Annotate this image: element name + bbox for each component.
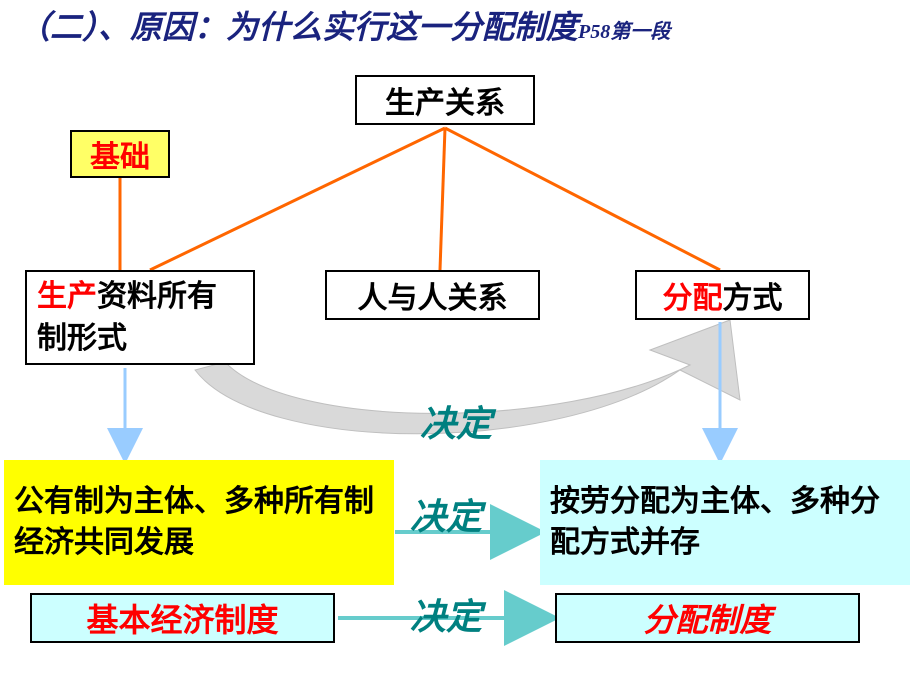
node-botleft-label: 基本经济制度 (86, 595, 278, 641)
node-right-rest: 方式 (723, 282, 783, 315)
title-sub: P58第一段 (578, 21, 670, 43)
node-mid-label: 人与人关系 (358, 273, 508, 317)
node-left-red: 生产 (37, 280, 97, 313)
node-top-label: 生产关系 (385, 78, 505, 122)
label-decide-3: 决定 (410, 588, 482, 640)
node-people-relations: 人与人关系 (325, 270, 540, 320)
node-means-of-production: 生产资料所有制形式 (25, 270, 255, 365)
node-botright-label: 分配制度 (643, 595, 771, 641)
node-distribution-by-labor: 按劳分配为主体、多种分配方式并存 (540, 460, 910, 585)
node-yellow-label: 公有制为主体、多种所有制经济共同发展 (14, 482, 384, 563)
node-production-relations: 生产关系 (355, 75, 535, 125)
node-distribution-system: 分配制度 (555, 593, 860, 643)
label-decide-1: 决定 (420, 395, 492, 447)
node-lightblue-label: 按劳分配为主体、多种分配方式并存 (550, 482, 900, 563)
node-distribution-mode: 分配方式 (635, 270, 810, 320)
node-right-red: 分配 (663, 282, 723, 315)
node-basic-economic-system: 基本经济制度 (30, 593, 335, 643)
title-main: （二）、原因：为什么实行这一分配制度 (18, 9, 578, 45)
label-decide-2: 决定 (410, 488, 482, 540)
node-public-ownership: 公有制为主体、多种所有制经济共同发展 (4, 460, 394, 585)
page-title: （二）、原因：为什么实行这一分配制度P58第一段 (18, 8, 670, 46)
node-basis: 基础 (70, 130, 170, 178)
node-jichu-label: 基础 (90, 132, 150, 176)
